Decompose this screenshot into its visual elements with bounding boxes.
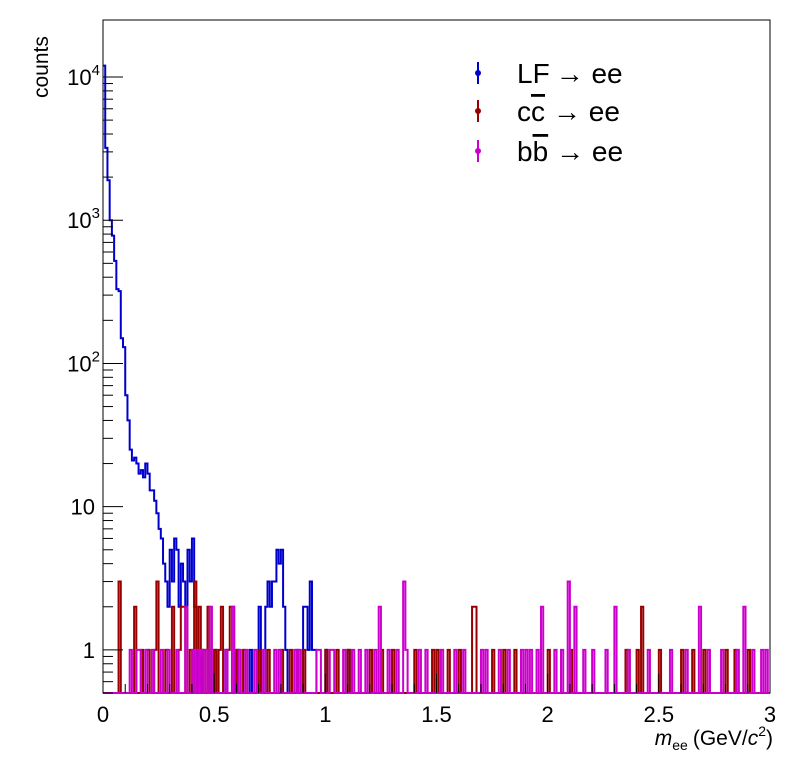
x-tick-label: 1: [319, 702, 331, 727]
x-tick-label: 3: [764, 702, 776, 727]
x-tick-label: 2: [542, 702, 554, 727]
x-axis-title: mee (GeV/c2): [655, 723, 773, 753]
legend-label-bb: bb → ee: [517, 136, 623, 167]
y-tick-label: 104: [67, 62, 100, 90]
legend-dot-cc: [475, 108, 481, 114]
x-tick-label: 2.5: [644, 702, 675, 727]
plot-frame: [102, 19, 771, 694]
y-axis-title: counts: [30, 36, 53, 98]
legend-entry-lf: LF → ee: [475, 58, 623, 89]
y-tick-label: 103: [67, 205, 100, 233]
tick-layer: 0 0.5 1 1.5 2 2.5 3 1 10 102 103 104: [67, 62, 776, 727]
legend-dot-lf: [475, 70, 481, 76]
legend-dot-bb: [475, 148, 481, 154]
x-tick-label: 1.5: [421, 702, 452, 727]
x-tick-label: 0: [97, 702, 109, 727]
y-tick-label: 102: [67, 348, 100, 376]
x-tick-label: 0.5: [199, 702, 230, 727]
legend-label-lf: LF → ee: [517, 58, 623, 89]
legend-entry-bb: bb → ee: [475, 136, 623, 167]
legend: LF → ee cc → ee bb → ee: [475, 58, 623, 167]
y-tick-label: 10: [71, 495, 95, 520]
series-line-0: [103, 64, 770, 694]
series-line-2: [103, 580, 770, 694]
y-tick-label: 1: [83, 638, 95, 663]
legend-entry-cc: cc → ee: [475, 96, 620, 127]
legend-label-cc: cc → ee: [517, 96, 620, 127]
series-layer: [103, 64, 770, 694]
